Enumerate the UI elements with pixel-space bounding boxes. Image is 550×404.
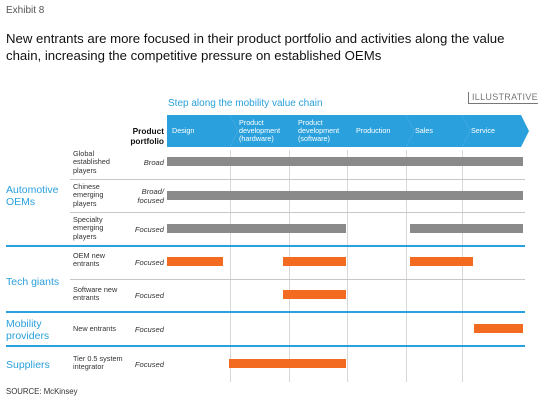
page-title: New entrants are more focused in their p… xyxy=(6,31,505,63)
bar-segment xyxy=(167,224,346,233)
portfolio-label: Broad/ focused xyxy=(137,187,164,205)
value-chain-step-label: Production xyxy=(356,126,391,135)
illustrative-tag: ILLUSTRATIVE xyxy=(468,92,538,104)
bar-segment xyxy=(167,191,523,200)
value-chain-step-label: Sales xyxy=(415,126,433,135)
portfolio-label: Focused xyxy=(134,325,164,334)
product-portfolio-header: Product portfolio xyxy=(130,126,164,146)
player-label: Chinese emerging players xyxy=(73,182,104,208)
chevron-shape xyxy=(289,115,360,147)
player-label: Software new entrants xyxy=(73,285,118,303)
value-chain-step-label: Product development (hardware) xyxy=(239,118,281,143)
portfolio-label: Focused xyxy=(134,258,164,267)
bar-segment xyxy=(283,257,346,266)
column-divider xyxy=(462,150,463,382)
column-divider xyxy=(347,150,348,382)
portfolio-label: Focused xyxy=(134,291,164,300)
group-label-tech-giants: Tech giants xyxy=(6,276,60,288)
value-chain-step-software: Product development (software) xyxy=(289,115,360,147)
portfolio-label: Broad xyxy=(143,158,164,167)
chevron-shape xyxy=(347,115,414,147)
value-chain-step-sales: Sales xyxy=(406,115,470,147)
bar-segment xyxy=(229,359,346,368)
row-divider xyxy=(70,179,525,180)
portfolio-label: Focused xyxy=(134,225,164,234)
bar-segment xyxy=(283,290,346,299)
chevron-shape xyxy=(406,115,470,147)
value-chain-step-label: Service xyxy=(471,126,495,135)
bar-segment xyxy=(167,257,223,266)
bar-segment xyxy=(410,257,473,266)
column-divider xyxy=(289,150,290,382)
group-label-suppliers: Suppliers xyxy=(6,359,50,371)
column-divider xyxy=(406,150,407,382)
column-divider xyxy=(230,150,231,382)
source-note: SOURCE: McKinsey xyxy=(6,387,78,396)
group-divider xyxy=(6,311,525,313)
value-chain-step-label: Design xyxy=(172,126,195,135)
row-divider xyxy=(70,212,525,213)
player-label: Global established players xyxy=(73,149,110,175)
chevron-shape xyxy=(462,115,529,147)
group-divider xyxy=(6,345,525,347)
value-chain-step-design: Design xyxy=(167,115,238,147)
group-divider xyxy=(6,245,525,247)
bar-segment xyxy=(474,324,523,333)
row-divider xyxy=(70,279,525,280)
group-label-automotive-oems: Automotive OEMs xyxy=(6,184,59,208)
value-chain-step-production: Production xyxy=(347,115,414,147)
portfolio-label: Focused xyxy=(134,360,164,369)
bar-segment xyxy=(167,157,523,166)
player-label: New entrants xyxy=(73,324,116,333)
value-chain-step-label: Product development (software) xyxy=(298,118,340,143)
value-chain-step-hardware: Product development (hardware) xyxy=(230,115,301,147)
exhibit-label: Exhibit 8 xyxy=(6,5,45,16)
value-chain-label: Step along the mobility value chain xyxy=(168,98,323,109)
group-label-mobility-providers: Mobility providers xyxy=(6,318,50,342)
value-chain-step-service: Service xyxy=(462,115,529,147)
chevron-shape xyxy=(167,115,238,147)
player-label: Tier 0.5 system integrator xyxy=(73,354,123,372)
player-label: OEM new entrants xyxy=(73,251,106,269)
chevron-shape xyxy=(230,115,301,147)
player-label: Specialty emerging players xyxy=(73,215,104,241)
bar-segment xyxy=(410,224,523,233)
